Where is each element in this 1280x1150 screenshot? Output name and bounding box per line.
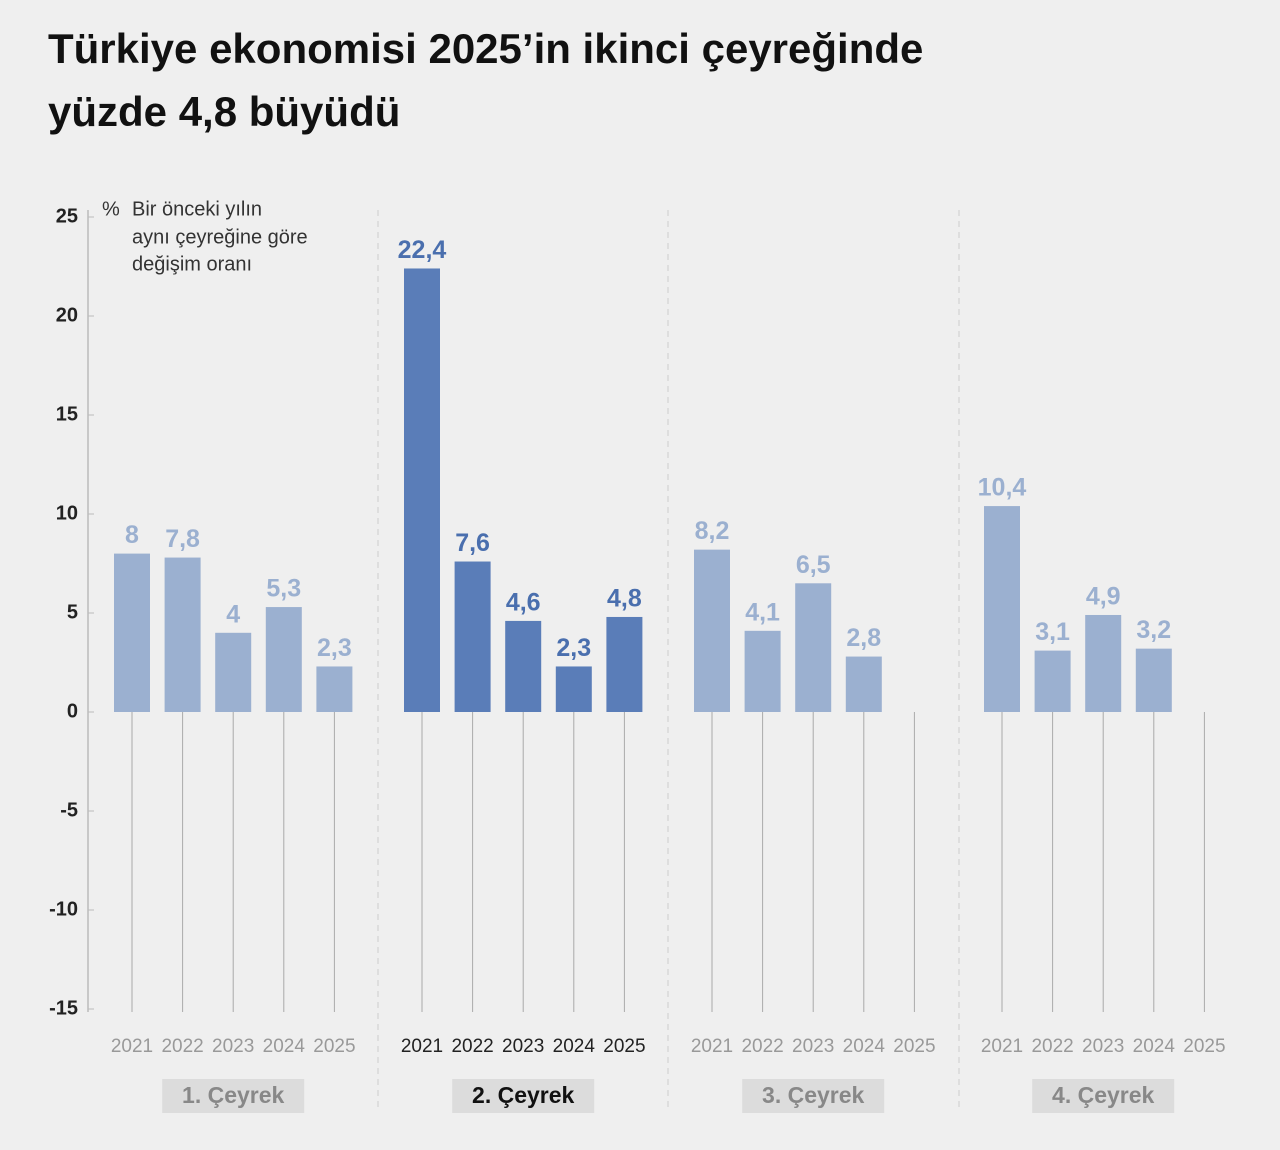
x-tick-label: 2021 [111,1036,153,1057]
value-label: 2,3 [317,634,352,662]
y-tick-label: 0 [67,700,78,722]
x-tick-label: 2022 [161,1036,203,1057]
value-label: 5,3 [266,575,301,603]
value-label: 4,8 [607,585,642,613]
value-label: 10,4 [978,474,1027,502]
chart-title-line: yüzde 4,8 büyüdü [48,88,400,135]
y-tick-label: -5 [60,799,78,821]
bar [316,666,353,712]
value-label: 3,1 [1035,618,1070,646]
x-tick-label: 2025 [603,1036,645,1057]
panel-label: 1. Çeyrek [182,1082,285,1108]
chart-title-line: Türkiye ekonomisi 2025’in ikinci çeyreği… [48,25,923,72]
x-tick-label: 2023 [792,1036,834,1057]
bar [1135,648,1172,712]
bar [164,557,201,712]
x-tick-label: 2024 [263,1036,306,1057]
annotation-line: değişim oranı [132,253,252,275]
value-label: 4,6 [506,589,541,617]
x-tick-label: 2023 [212,1036,254,1057]
value-label: 4,9 [1086,583,1121,611]
x-tick-label: 2024 [553,1036,596,1057]
x-tick-label: 2021 [981,1036,1023,1057]
y-tick-label: 10 [56,502,78,524]
x-tick-label: 2022 [451,1036,493,1057]
panel-label: 4. Çeyrek [1052,1082,1155,1108]
y-tick-label: -15 [49,997,78,1019]
x-tick-label: 2025 [313,1036,355,1057]
x-tick-label: 2021 [691,1036,733,1057]
panel-label: 2. Çeyrek [472,1082,575,1108]
annotation-line: Bir önceki yılın [132,198,262,220]
bar [454,561,491,712]
bar [404,268,440,712]
bar [694,549,730,712]
bar [1085,614,1122,712]
bar [606,616,643,712]
bar [555,666,592,712]
bar [114,553,150,712]
value-label: 6,5 [796,551,831,579]
value-label: 4,1 [745,598,780,626]
value-label: 7,8 [165,525,200,553]
bar [505,620,542,712]
value-label: 2,8 [846,624,881,652]
value-label: 2,3 [556,634,591,662]
value-label: 3,2 [1136,616,1171,644]
y-tick-label: 15 [56,403,78,425]
y-tick-label: 20 [56,304,78,326]
value-label: 22,4 [398,236,447,264]
value-label: 4 [226,600,240,628]
value-label: 7,6 [455,529,490,557]
bar [265,607,302,712]
value-label: 8,2 [695,517,730,545]
panel-label-box [452,1079,595,1113]
panel-label: 3. Çeyrek [762,1082,865,1108]
x-tick-label: 2021 [401,1036,443,1057]
y-tick-label: 25 [56,205,78,227]
value-label: 8 [125,521,139,549]
x-tick-label: 2023 [502,1036,544,1057]
x-tick-label: 2022 [1031,1036,1073,1057]
x-tick-label: 2023 [1082,1036,1124,1057]
x-tick-label: 2025 [1183,1036,1225,1057]
panel-label-box [742,1079,885,1113]
y-tick-label: -10 [49,898,78,920]
annotation-line: aynı çeyreğine göre [132,226,308,248]
panel-label-box [162,1079,305,1113]
x-tick-label: 2024 [1133,1036,1176,1057]
x-tick-label: 2024 [843,1036,886,1057]
bar [744,630,781,712]
bar [1034,650,1071,712]
x-tick-label: 2022 [741,1036,783,1057]
x-tick-label: 2025 [893,1036,935,1057]
bar [795,583,832,712]
bar [984,506,1020,712]
bar [215,632,252,712]
unit-label: % [102,198,120,220]
y-tick-label: 5 [67,601,78,623]
bar [845,656,882,712]
panel-label-box [1032,1079,1175,1113]
